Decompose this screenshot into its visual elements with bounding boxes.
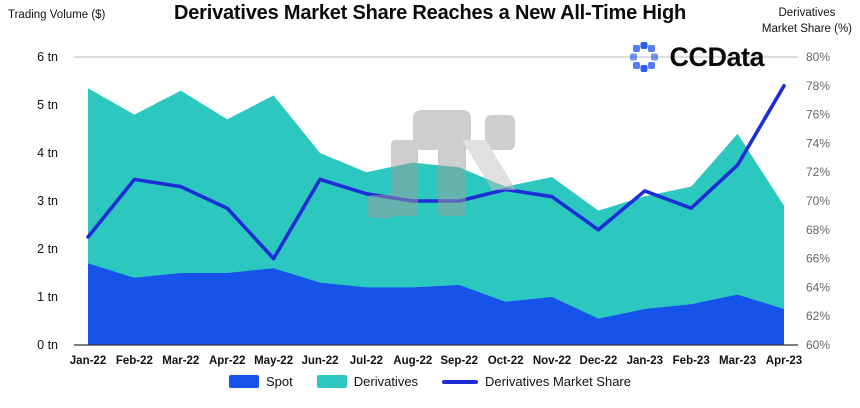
svg-text:Nov-22: Nov-22	[533, 355, 571, 367]
right-axis-title-line2: Market Share (%)	[761, 23, 852, 36]
svg-text:Oct-22: Oct-22	[488, 355, 524, 367]
svg-text:60%: 60%	[806, 338, 830, 352]
legend-label-share: Derivatives Market Share	[485, 374, 631, 389]
svg-text:Feb-22: Feb-22	[116, 355, 153, 367]
svg-text:Apr-23: Apr-23	[766, 355, 802, 367]
svg-text:66%: 66%	[806, 252, 830, 266]
right-axis-title-line1: Derivatives	[778, 7, 836, 19]
legend-item-share: Derivatives Market Share	[442, 374, 631, 389]
svg-text:Mar-22: Mar-22	[162, 355, 199, 367]
svg-text:6 tn: 6 tn	[37, 50, 58, 64]
svg-text:Aug-22: Aug-22	[393, 355, 432, 367]
svg-text:Sep-22: Sep-22	[440, 355, 478, 367]
svg-text:80%: 80%	[806, 50, 830, 64]
legend-swatch-spot	[229, 375, 259, 388]
legend-swatch-derivatives	[316, 375, 347, 388]
legend-label-spot: Spot	[266, 374, 293, 389]
svg-text:3 tn: 3 tn	[37, 194, 58, 208]
svg-text:2 tn: 2 tn	[37, 242, 58, 256]
legend: Spot Derivatives Derivatives Market Shar…	[0, 374, 860, 389]
left-axis-title: Trading Volume ($)	[8, 9, 106, 21]
svg-text:70%: 70%	[806, 194, 830, 208]
svg-text:62%: 62%	[806, 309, 830, 323]
svg-text:Jun-22: Jun-22	[301, 355, 338, 367]
brand-logo: CCData	[627, 40, 764, 74]
legend-item-derivatives: Derivatives	[316, 374, 419, 389]
legend-label-derivatives: Derivatives	[353, 374, 419, 389]
legend-item-spot: Spot	[229, 374, 293, 389]
svg-text:May-22: May-22	[254, 355, 293, 367]
svg-text:4 tn: 4 tn	[37, 146, 58, 160]
svg-text:Jan-22: Jan-22	[70, 355, 106, 367]
svg-text:Apr-22: Apr-22	[209, 355, 245, 367]
right-axis-title: Derivatives Market Share (%)	[762, 5, 852, 37]
svg-text:Feb-23: Feb-23	[673, 355, 710, 367]
svg-text:64%: 64%	[806, 280, 830, 294]
svg-text:Jul-22: Jul-22	[350, 355, 383, 367]
svg-text:0 tn: 0 tn	[37, 338, 58, 352]
svg-text:74%: 74%	[806, 136, 830, 150]
svg-text:Mar-23: Mar-23	[719, 355, 756, 367]
ccdata-logo-text: CCData	[669, 41, 764, 72]
svg-text:1 tn: 1 tn	[37, 290, 58, 304]
chart-title: Derivatives Market Share Reaches a New A…	[173, 2, 687, 24]
svg-text:5 tn: 5 tn	[37, 98, 58, 112]
svg-text:78%: 78%	[806, 79, 830, 93]
svg-text:68%: 68%	[806, 223, 830, 237]
svg-text:72%: 72%	[806, 165, 830, 179]
svg-text:Dec-22: Dec-22	[580, 355, 618, 367]
svg-text:Jan-23: Jan-23	[627, 355, 663, 367]
ccdata-icon	[630, 42, 659, 72]
legend-swatch-share	[442, 379, 479, 384]
svg-text:76%: 76%	[806, 108, 830, 122]
